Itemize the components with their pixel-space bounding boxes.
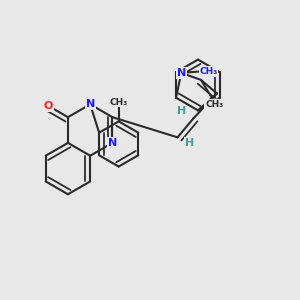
Text: H: H (185, 138, 194, 148)
Text: H: H (177, 106, 187, 116)
Text: CH₃: CH₃ (200, 67, 218, 76)
Text: N: N (108, 138, 117, 148)
Text: CH₃: CH₃ (205, 100, 224, 109)
Text: O: O (44, 101, 53, 111)
Text: N: N (177, 68, 186, 78)
Text: CH₃: CH₃ (110, 98, 128, 107)
Text: N: N (85, 99, 95, 109)
